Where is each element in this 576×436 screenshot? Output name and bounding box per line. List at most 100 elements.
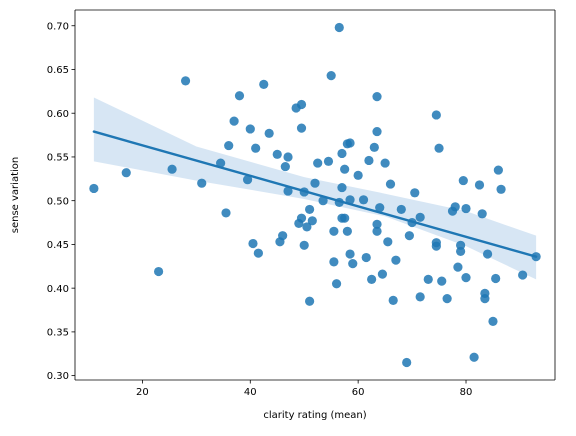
scatter-point bbox=[423, 274, 433, 285]
scatter-point bbox=[491, 273, 501, 284]
scatter-point bbox=[404, 231, 414, 241]
x-axis-label: clarity rating (mean) bbox=[263, 410, 366, 421]
scatter-point bbox=[402, 357, 412, 368]
scatter-point bbox=[248, 238, 258, 249]
y-axis-label: sense variation bbox=[10, 157, 21, 233]
scatter-point bbox=[313, 158, 323, 168]
scatter-point bbox=[318, 196, 328, 206]
scatter-point bbox=[375, 203, 385, 213]
scatter-point bbox=[216, 158, 226, 168]
y-tick-label: 0.30 bbox=[47, 371, 69, 382]
scatter-point bbox=[437, 276, 447, 286]
scatter-point bbox=[431, 110, 441, 120]
y-tick-label: 0.60 bbox=[47, 109, 69, 120]
scatter-point bbox=[396, 204, 406, 215]
scatter-point bbox=[331, 279, 342, 289]
scatter-point bbox=[480, 288, 490, 298]
scatter-point bbox=[372, 126, 382, 137]
scatter-point bbox=[337, 182, 347, 193]
y-tick-label: 0.70 bbox=[47, 21, 69, 32]
scatter-point bbox=[180, 76, 191, 86]
scatter-point bbox=[415, 292, 425, 302]
scatter-point bbox=[299, 240, 309, 250]
scatter-point bbox=[305, 296, 315, 306]
scatter-point bbox=[383, 237, 393, 247]
confidence-band-layer bbox=[93, 97, 537, 280]
y-tick-label: 0.50 bbox=[47, 196, 69, 207]
scatter-point bbox=[434, 143, 444, 153]
scatter-point bbox=[518, 270, 528, 280]
scatter-point bbox=[348, 259, 358, 269]
scatter-point bbox=[364, 155, 374, 166]
x-tick-label: 40 bbox=[244, 387, 257, 398]
scatter-point bbox=[197, 178, 207, 188]
scatter-point bbox=[372, 92, 382, 102]
axes-layer bbox=[74, 9, 556, 381]
scatter-point bbox=[154, 266, 164, 277]
scatter-point bbox=[283, 152, 293, 162]
scatter-point bbox=[377, 269, 388, 279]
scatter-point bbox=[345, 195, 355, 205]
scatter-point bbox=[337, 148, 347, 159]
scatter-point bbox=[358, 195, 369, 205]
scatter-point bbox=[380, 158, 390, 168]
scatter-point bbox=[229, 116, 239, 126]
scatter-point bbox=[388, 295, 398, 305]
scatter-point bbox=[245, 124, 255, 134]
scatter-point bbox=[234, 91, 245, 101]
scatter-point bbox=[334, 22, 344, 33]
x-tick-label: 80 bbox=[460, 387, 473, 398]
scatter-point bbox=[280, 161, 290, 172]
y-tick-label: 0.55 bbox=[47, 153, 69, 164]
scatter-point bbox=[296, 213, 307, 223]
scatter-point bbox=[342, 226, 352, 236]
scatter-point bbox=[305, 204, 315, 215]
scatter-point bbox=[482, 249, 493, 259]
scatter-point bbox=[469, 352, 479, 362]
scatter-point bbox=[323, 156, 334, 166]
scatter-point bbox=[488, 316, 498, 326]
scatter-point bbox=[259, 79, 269, 89]
y-tick-label: 0.35 bbox=[47, 327, 69, 338]
scatter-point bbox=[278, 231, 288, 241]
y-tick-label: 0.65 bbox=[47, 65, 69, 76]
scatter-point bbox=[385, 179, 396, 189]
scatter-point bbox=[253, 248, 263, 258]
scatter-point bbox=[302, 222, 312, 232]
scatter-point bbox=[372, 219, 382, 229]
scatter-point bbox=[251, 143, 261, 153]
regression-line-layer bbox=[92, 130, 538, 258]
scatter-point bbox=[372, 226, 382, 236]
scatter-point bbox=[367, 274, 377, 285]
scatter-point bbox=[310, 178, 320, 188]
scatter-point bbox=[474, 180, 485, 190]
scatter-point bbox=[89, 183, 99, 194]
regression-line bbox=[92, 130, 538, 258]
scatter-point bbox=[283, 186, 293, 196]
scatter-point bbox=[353, 170, 363, 180]
scatter-point bbox=[456, 246, 466, 257]
y-tick-label: 0.40 bbox=[47, 284, 69, 295]
y-tick-label: 0.45 bbox=[47, 240, 69, 251]
scatter-points-layer bbox=[89, 22, 541, 368]
scatter-point bbox=[442, 294, 452, 304]
scatter-point bbox=[410, 188, 420, 198]
scatter-point bbox=[431, 238, 441, 248]
scatter-point bbox=[264, 128, 274, 138]
scatter-point bbox=[326, 71, 336, 81]
scatter-point bbox=[272, 149, 282, 159]
scatter-point bbox=[345, 249, 355, 259]
scatter-point bbox=[453, 262, 463, 272]
scatter-point bbox=[340, 164, 350, 174]
scatter-point bbox=[329, 226, 339, 236]
scatter-point bbox=[307, 216, 317, 226]
scatter-point bbox=[121, 168, 131, 178]
scatter-point bbox=[345, 138, 355, 148]
scatter-point bbox=[329, 257, 339, 267]
scatter-point bbox=[461, 203, 471, 214]
scatter-point bbox=[391, 255, 401, 265]
scatter-point bbox=[361, 252, 371, 263]
scatter-point bbox=[340, 213, 350, 223]
x-tick-label: 60 bbox=[352, 387, 365, 398]
scatter-point bbox=[477, 209, 487, 219]
